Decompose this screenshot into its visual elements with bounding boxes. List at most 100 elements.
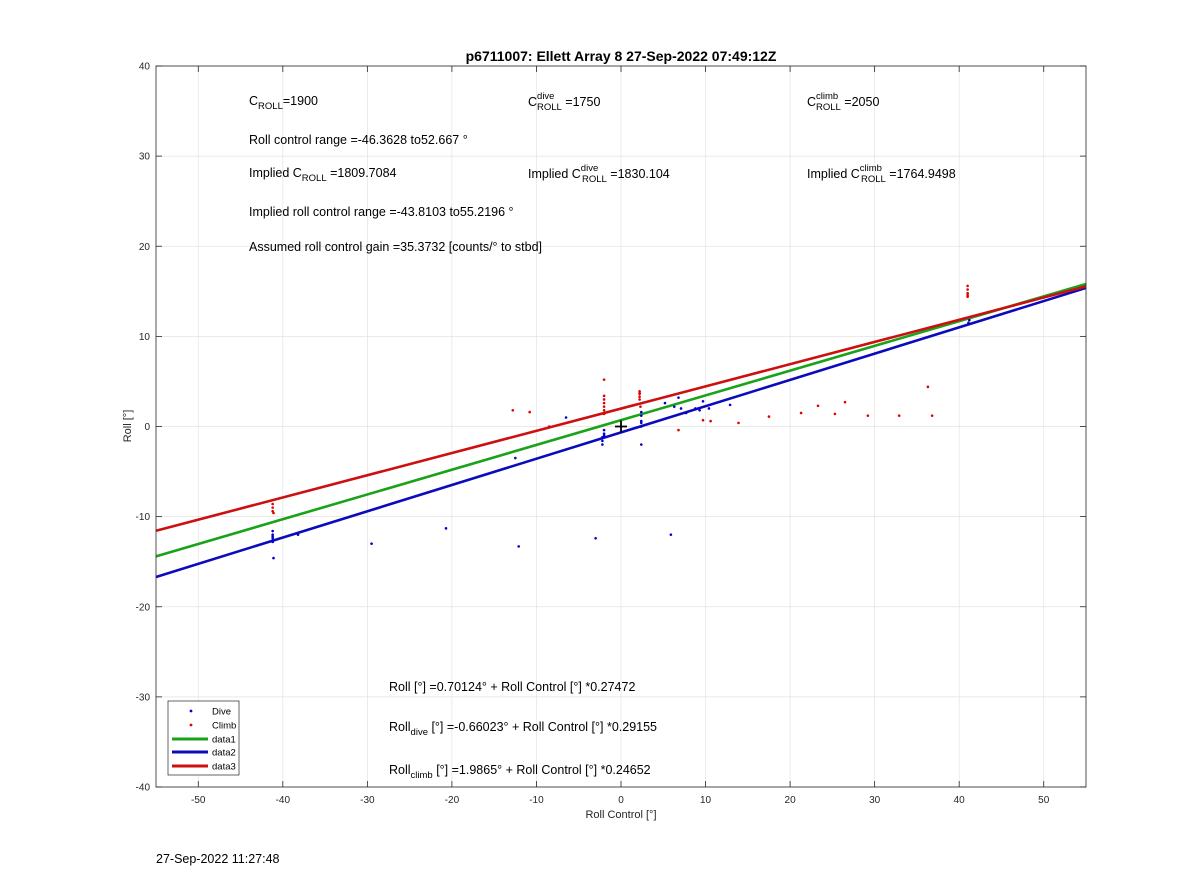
dive-point [663,401,667,405]
fit-equation-all: Roll [°] =0.70124° + Roll Control [°] *0… [389,680,635,694]
climb-point [709,419,712,423]
climb-point [843,400,847,404]
dive-point [514,456,517,460]
climb-point [833,412,837,416]
climb-point [737,421,740,425]
x-tick-label: -50 [191,795,206,806]
dive-point [602,432,606,436]
dive-point [639,419,643,423]
dive-point [639,425,643,428]
climb-point [602,408,606,412]
dive-point [296,533,300,536]
climb-point [511,408,515,412]
dive-point [271,535,274,538]
climb-point [701,418,705,422]
dive-point [564,416,568,419]
y-tick-label: 40 [139,62,151,73]
implied-c-roll: Implied CROLL =1809.7084 [249,166,397,184]
c-dive-annotation: Cdive ROLL =1750 [528,91,600,113]
dive-point [684,411,688,415]
x-tick-label: 0 [618,795,624,806]
climb-point [547,425,551,428]
climb-point [638,391,641,395]
climb-point [602,405,606,408]
axis-ticks: -50 -40 -30 -20 -10 0 10 20 30 40 50 -40 -30 -20 -10 0 1… [136,62,1086,806]
roll-control-range: Roll control range =-46.3628 to52.667 ° [249,133,468,147]
legend-climb-label: Climb [212,721,236,732]
climb-point [966,291,969,295]
dive-point [271,540,274,544]
x-tick-label: 30 [869,795,881,806]
dive-point [669,533,673,536]
dive-point [601,443,604,446]
center-marker [615,420,627,433]
c-climb-annotation: Cclimb ROLL =2050 [807,91,879,113]
y-tick-label: 20 [139,242,151,253]
fit-equation-climb: Rollclimb [°] =1.9865° + Roll Control [°… [389,763,651,781]
dive-point [694,407,697,410]
legend-climb-marker [189,723,193,727]
climb-point [767,415,771,418]
dive-point [639,421,643,425]
data-points [271,284,971,560]
dive-point [271,536,274,540]
dive-point [271,533,274,536]
climb-point [272,511,275,515]
climb-point [271,506,274,509]
fit-line-data3 [155,285,1087,533]
y-axis-label: Roll [°] [122,410,134,443]
implied-c-climb: Implied Cclimb ROLL =1764.9498 [807,163,956,185]
x-tick-label: -20 [445,795,460,806]
x-tick-label: 10 [700,795,712,806]
climb-point [897,414,901,417]
dive-point [602,434,606,437]
x-tick-label: 40 [954,795,966,806]
dive-point [601,436,604,439]
dive-point [701,399,705,403]
fit-equation-dive: Rolldive [°] =-0.66023° + Roll Control [… [389,720,657,738]
legend-data2-label: data2 [212,748,236,759]
climb-point [602,394,606,398]
x-tick-label: -40 [276,795,291,806]
dive-point [602,428,606,432]
dive-point [370,542,373,545]
legend-data1-label: data1 [212,735,236,746]
x-tick-label: 50 [1038,795,1050,806]
dive-point [679,407,683,410]
climb-point [966,288,969,291]
legend: Dive Climb data1 data2 data3 [167,700,240,776]
dive-point [444,527,448,530]
y-tick-label: -40 [136,783,151,794]
climb-point [639,405,642,408]
climb-point [866,414,870,417]
dive-point [707,407,711,410]
c-roll-annotation: CROLL=1900 [249,94,318,112]
dive-point [672,405,676,408]
legend-dive-marker [189,709,193,713]
dive-point [639,414,643,417]
climb-point [966,284,969,288]
chart-title: p6711007: Ellett Array 8 27-Sep-2022 07:… [466,48,777,64]
climb-point [966,295,969,299]
x-tick-label: -10 [529,795,544,806]
dive-point [677,396,680,399]
dive-point [272,556,275,560]
legend-dive-label: Dive [212,707,231,718]
x-axis-label: Roll Control [°] [585,809,656,821]
climb-point [638,398,641,401]
y-tick-label: 0 [144,422,150,433]
dive-point [517,545,520,548]
dive-point [639,443,643,446]
legend-data3-label: data3 [212,762,236,773]
climb-point [966,293,969,297]
y-tick-label: -30 [136,692,151,703]
climb-point [602,398,606,401]
y-tick-label: 10 [139,332,151,343]
x-tick-label: -30 [360,795,375,806]
climb-point [926,385,930,389]
dive-point [601,439,604,443]
climb-point [602,378,606,381]
climb-point [528,410,531,414]
x-tick-label: 20 [785,795,797,806]
y-tick-label: -10 [136,512,151,523]
